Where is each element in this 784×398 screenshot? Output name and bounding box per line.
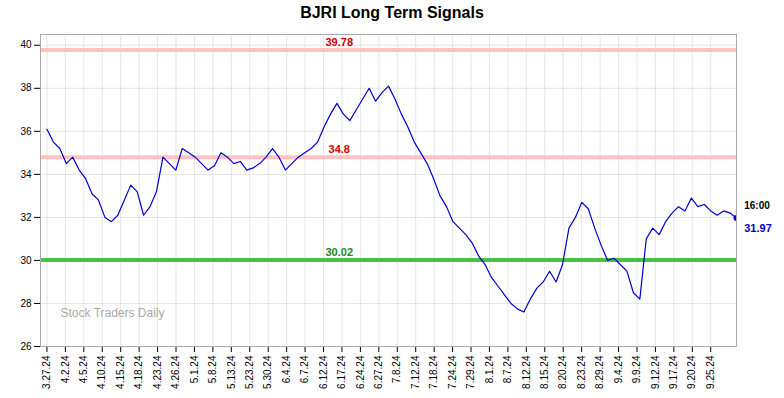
svg-text:9.4.24: 9.4.24 bbox=[613, 355, 624, 383]
svg-text:4.10.24: 4.10.24 bbox=[96, 355, 107, 389]
svg-text:7.24.24: 7.24.24 bbox=[447, 355, 458, 389]
svg-text:26: 26 bbox=[20, 341, 32, 352]
svg-text:5.13.24: 5.13.24 bbox=[226, 355, 237, 389]
svg-text:39.78: 39.78 bbox=[325, 36, 353, 48]
svg-text:9.25.24: 9.25.24 bbox=[705, 355, 716, 389]
svg-text:5.1.24: 5.1.24 bbox=[189, 355, 200, 383]
svg-text:34: 34 bbox=[20, 169, 32, 180]
svg-text:4.18.24: 4.18.24 bbox=[133, 355, 144, 389]
svg-text:4.15.24: 4.15.24 bbox=[115, 355, 126, 389]
svg-text:6.4.24: 6.4.24 bbox=[281, 355, 292, 383]
svg-text:9.17.24: 9.17.24 bbox=[668, 355, 679, 389]
svg-text:6.27.24: 6.27.24 bbox=[373, 355, 384, 389]
svg-text:5.23.24: 5.23.24 bbox=[244, 355, 255, 389]
html-text:BJRI Long Term Signals: BJRI Long Term Signals bbox=[300, 4, 484, 21]
svg-text:16:00: 16:00 bbox=[744, 200, 770, 211]
svg-text:9.20.24: 9.20.24 bbox=[686, 355, 697, 389]
svg-text:8.15.24: 8.15.24 bbox=[539, 355, 550, 389]
svg-text:31.97: 31.97 bbox=[744, 222, 772, 234]
svg-text:7.12.24: 7.12.24 bbox=[410, 355, 421, 389]
svg-text:7.8.24: 7.8.24 bbox=[391, 355, 402, 383]
svg-text:6.17.24: 6.17.24 bbox=[336, 355, 347, 389]
svg-text:8.20.24: 8.20.24 bbox=[557, 355, 568, 389]
svg-text:6.12.24: 6.12.24 bbox=[318, 355, 329, 389]
svg-text:36: 36 bbox=[20, 126, 32, 137]
svg-text:4.23.24: 4.23.24 bbox=[152, 355, 163, 389]
svg-text:3.27.24: 3.27.24 bbox=[41, 355, 52, 389]
svg-text:8.1.24: 8.1.24 bbox=[484, 355, 495, 383]
svg-text:4.2.24: 4.2.24 bbox=[60, 355, 71, 383]
svg-text:34.8: 34.8 bbox=[329, 143, 350, 155]
svg-text:30: 30 bbox=[20, 255, 32, 266]
svg-text:6.24.24: 6.24.24 bbox=[355, 355, 366, 389]
svg-text:28: 28 bbox=[20, 298, 32, 309]
svg-text:8.23.24: 8.23.24 bbox=[576, 355, 587, 389]
svg-text:9.12.24: 9.12.24 bbox=[650, 355, 661, 389]
svg-text:9.9.24: 9.9.24 bbox=[631, 355, 642, 383]
svg-text:5.30.24: 5.30.24 bbox=[262, 355, 273, 389]
svg-text:6.7.24: 6.7.24 bbox=[299, 355, 310, 383]
svg-text:Stock Traders Daily: Stock Traders Daily bbox=[61, 306, 165, 320]
svg-text:4.26.24: 4.26.24 bbox=[170, 355, 181, 389]
svg-text:38: 38 bbox=[20, 82, 32, 93]
svg-text:5.8.24: 5.8.24 bbox=[207, 355, 218, 383]
svg-text:32: 32 bbox=[20, 212, 32, 223]
svg-text:8.29.24: 8.29.24 bbox=[594, 355, 605, 389]
svg-text:7.29.24: 7.29.24 bbox=[465, 355, 476, 389]
svg-text:40: 40 bbox=[20, 39, 32, 50]
svg-text:7.18.24: 7.18.24 bbox=[428, 355, 439, 389]
svg-text:8.7.24: 8.7.24 bbox=[502, 355, 513, 383]
svg-text:8.12.24: 8.12.24 bbox=[521, 355, 532, 389]
svg-text:4.5.24: 4.5.24 bbox=[78, 355, 89, 383]
svg-text:30.02: 30.02 bbox=[325, 246, 353, 258]
